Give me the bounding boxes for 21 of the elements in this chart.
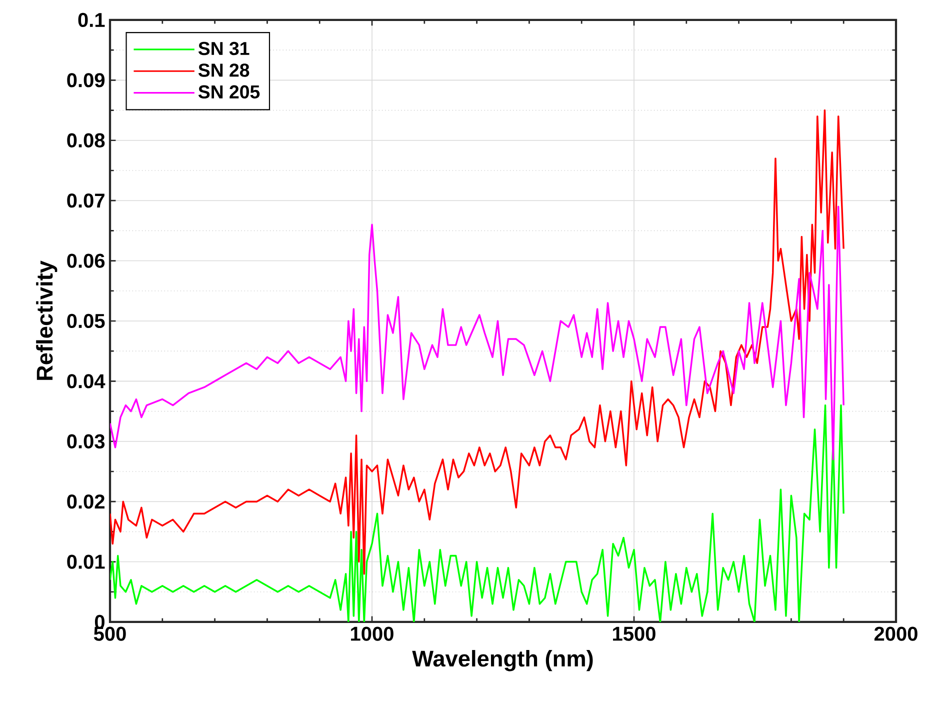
y-tick-label: 0.1 — [78, 12, 105, 28]
y-tick-label: 0.02 — [67, 494, 104, 509]
y-axis-title: Reflectivity — [36, 260, 58, 380]
x-tick-label: 2000 — [874, 626, 918, 641]
legend-label: SN 28 — [198, 64, 250, 77]
legend-label: SN 205 — [198, 85, 260, 99]
y-tick-label: 0.07 — [67, 194, 104, 208]
x-tick-label: 1500 — [613, 626, 656, 641]
legend-label: SN 31 — [198, 42, 250, 56]
y-tick-label: 0.05 — [67, 314, 105, 328]
x-tick-label: 500 — [94, 626, 126, 641]
y-tick-label: 0.06 — [67, 254, 105, 268]
y-tick-label: 0.09 — [67, 73, 105, 88]
y-tick-label: 0.08 — [67, 133, 105, 148]
x-axis-title: Wavelength (nm) — [412, 650, 593, 672]
line-series — [110, 206, 844, 460]
line-series — [110, 404, 844, 622]
y-tick-label: 0.03 — [67, 434, 105, 448]
y-tick-label: 0.01 — [67, 554, 105, 569]
x-tick-label: 1000 — [351, 626, 394, 641]
y-tick-label: 0.04 — [67, 374, 106, 388]
